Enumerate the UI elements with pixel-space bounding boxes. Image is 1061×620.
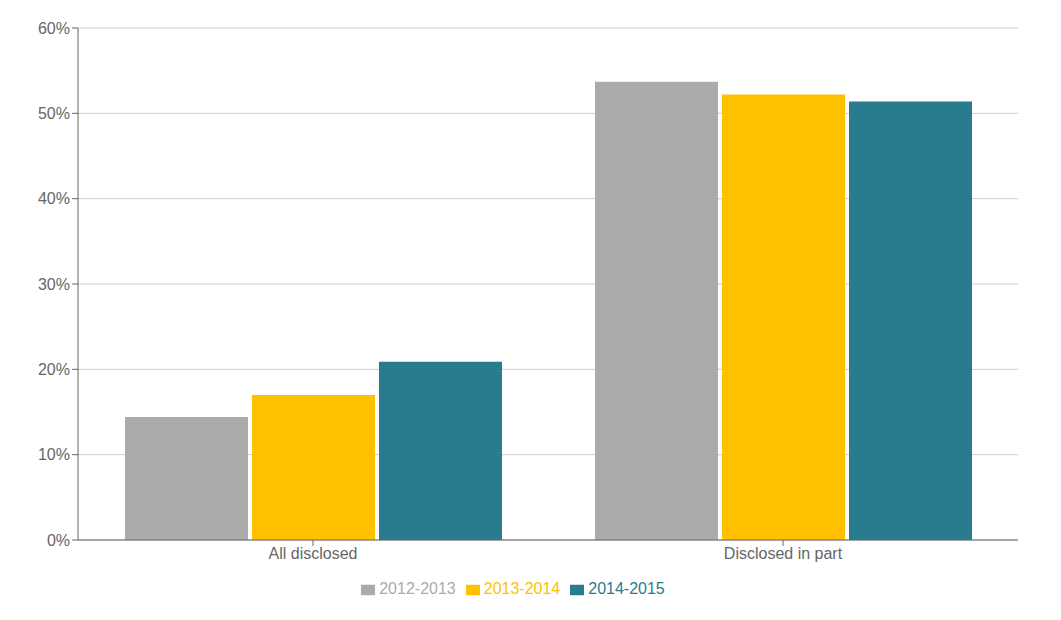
svg-text:10%: 10% — [38, 446, 70, 463]
svg-text:40%: 40% — [38, 190, 70, 207]
svg-text:60%: 60% — [38, 20, 70, 37]
svg-text:50%: 50% — [38, 105, 70, 122]
svg-text:Disclosed in part: Disclosed in part — [724, 545, 843, 562]
svg-text:20%: 20% — [38, 361, 70, 378]
svg-text:30%: 30% — [38, 276, 70, 293]
html-text:2012-2013: 2012-2013 — [379, 580, 456, 597]
svg-text:0%: 0% — [47, 532, 70, 549]
svg-text:All disclosed: All disclosed — [269, 545, 358, 562]
html-text:2014-2015: 2014-2015 — [588, 580, 665, 597]
html-text:2013-2014: 2013-2014 — [483, 580, 561, 597]
